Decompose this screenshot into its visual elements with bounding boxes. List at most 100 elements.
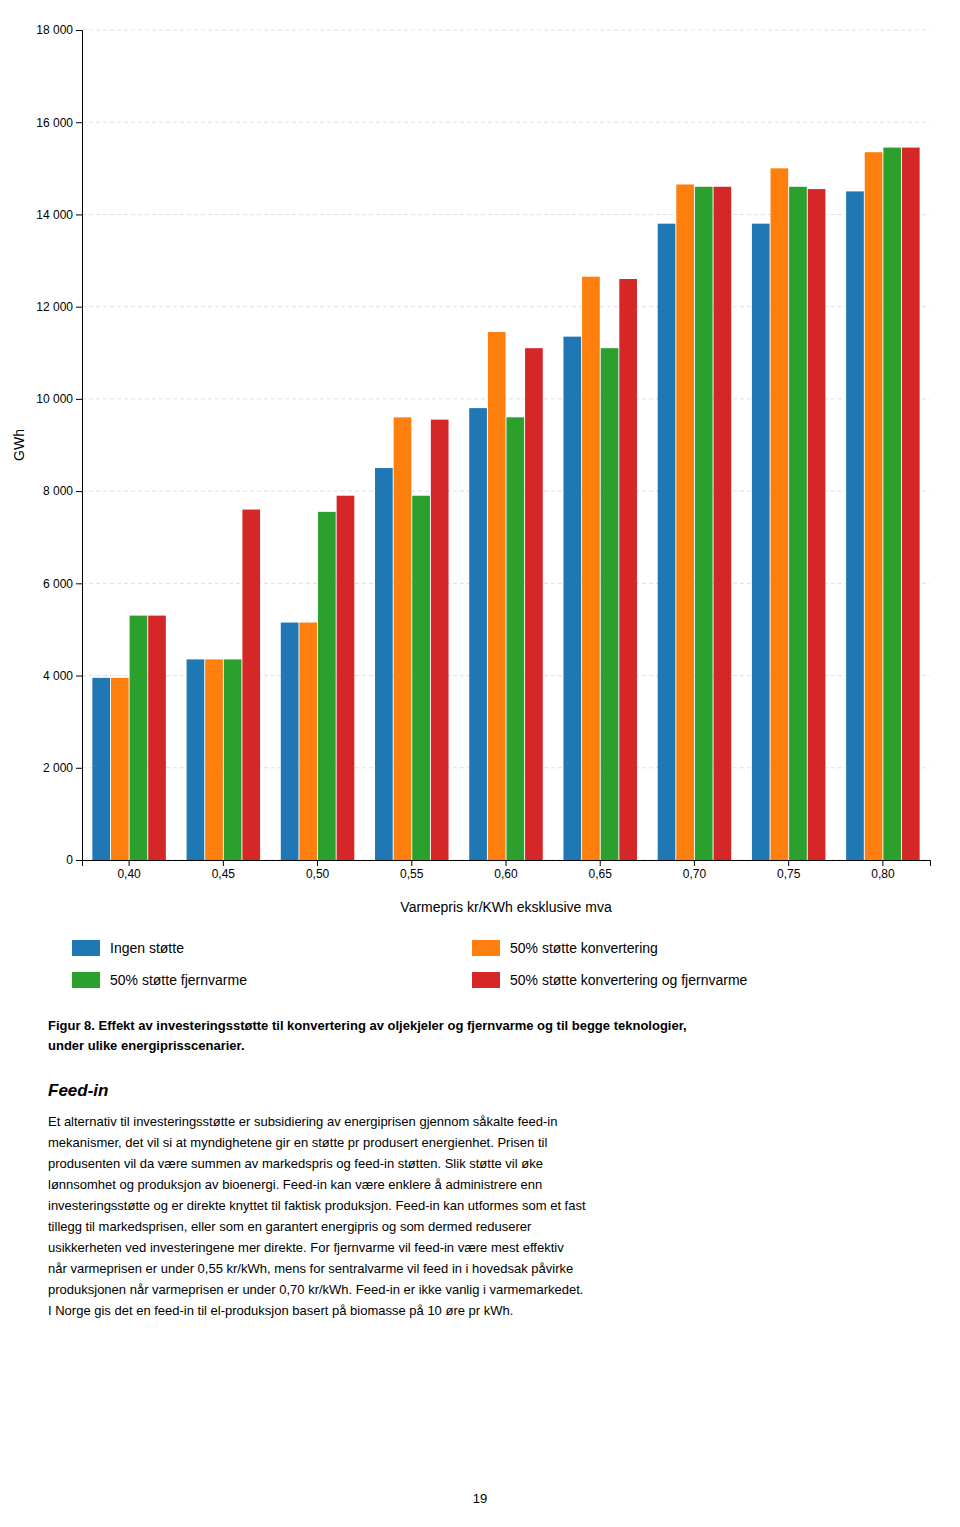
tick: 8 000: [43, 484, 82, 498]
legend-swatch: [472, 972, 500, 988]
tick: 18 000: [36, 23, 82, 37]
caption: Figur 8. Effekt av investeringsstøtte ti…: [48, 1018, 687, 1033]
y-axis: 02 0004 0006 0008 00010 00012 00014 0001…: [36, 23, 82, 867]
body-text: usikkerheten ved investeringene mer dire…: [48, 1240, 564, 1255]
legend-label: 50% støtte konvertering og fjernvarme: [510, 972, 748, 988]
legend-swatch: [72, 972, 100, 988]
bar: [771, 168, 789, 860]
bar-series: [111, 152, 882, 860]
bar: [506, 417, 524, 860]
bar: [846, 191, 864, 860]
bar: [431, 420, 449, 860]
bar: [224, 659, 242, 860]
legend-swatch: [72, 940, 100, 956]
bars: [92, 148, 919, 860]
bar: [658, 224, 676, 860]
bar: [714, 187, 732, 860]
tick: 0,65: [589, 860, 613, 881]
body-text: I Norge gis det en feed-in til el-produk…: [48, 1303, 513, 1318]
tick: 6 000: [43, 577, 82, 591]
tick: 0,55: [400, 860, 424, 881]
bar: [394, 417, 412, 860]
tick-mark: [76, 860, 82, 861]
tick: 0,75: [777, 860, 801, 881]
tick-label: 0,70: [683, 867, 707, 881]
section-heading: Feed-in: [48, 1081, 108, 1100]
tick-mark: [317, 860, 318, 866]
tick-label: 2 000: [43, 761, 73, 775]
tick-mark: [76, 122, 82, 123]
tick-mark: [76, 583, 82, 584]
tick-label: 0,40: [117, 867, 141, 881]
axis-line: [83, 861, 931, 867]
bar: [318, 512, 336, 860]
tick-label: 12 000: [36, 300, 73, 314]
tick-mark: [76, 214, 82, 215]
tick-mark: [76, 399, 82, 400]
tick-label: 14 000: [36, 208, 73, 222]
bar: [601, 348, 619, 860]
bar: [299, 623, 317, 860]
tick-label: 0,45: [212, 867, 236, 881]
body-text: produksjonen når varmeprisen er under 0,…: [48, 1282, 583, 1297]
bar: [148, 616, 166, 860]
tick-mark: [76, 676, 82, 677]
bar: [883, 148, 901, 860]
body-text: mekanismer, det vil si at myndighetene g…: [48, 1135, 547, 1150]
legend-label: 50% støtte fjernvarme: [110, 972, 247, 988]
tick-mark: [76, 768, 82, 769]
tick-label: 4 000: [43, 669, 73, 683]
tick-mark: [882, 860, 883, 866]
tick: 14 000: [36, 208, 82, 222]
axis-line: [76, 31, 83, 861]
tick-mark: [788, 860, 789, 866]
tick-mark: [129, 860, 130, 866]
grid-line: [82, 122, 930, 123]
tick: 12 000: [36, 300, 82, 314]
legend-item: 50% støtte fjernvarme: [72, 972, 247, 988]
grid-line: [82, 30, 930, 31]
bar: [525, 348, 543, 860]
legend: Ingen støtte 50% støtte konvertering 50% s…: [72, 940, 748, 988]
tick-label: 0,55: [400, 867, 424, 881]
page: 02 0004 0006 0008 00010 00012 00014 0001…: [0, 0, 960, 1527]
bar: [789, 187, 807, 860]
body-text: investeringsstøtte og er direkte knyttet…: [48, 1198, 586, 1213]
bar: [375, 468, 393, 860]
bar: [752, 224, 770, 860]
caption: under ulike energiprisscenarier.: [48, 1038, 245, 1053]
y-axis-title: GWh: [11, 429, 27, 461]
bar: [563, 337, 581, 860]
legend-item: 50% støtte konvertering og fjernvarme: [472, 972, 748, 988]
tick-label: 8 000: [43, 484, 73, 498]
tick: 16 000: [36, 116, 82, 130]
tick-mark: [506, 860, 507, 866]
bar: [582, 277, 600, 860]
tick-mark: [76, 491, 82, 492]
tick-label: 0,60: [494, 867, 518, 881]
legend-swatch: [472, 940, 500, 956]
legend-item: 50% støtte konvertering: [472, 940, 658, 956]
bar-series: [92, 191, 863, 860]
plot: 02 0004 0006 0008 00010 00012 00014 0001…: [36, 23, 930, 880]
bar: [281, 623, 299, 860]
tick-mark: [600, 860, 601, 866]
legend-label: 50% støtte konvertering: [510, 940, 658, 956]
tick-mark: [411, 860, 412, 866]
bar: [187, 659, 205, 860]
bar: [412, 496, 430, 860]
tick: 2 000: [43, 761, 82, 775]
tick-label: 0,50: [306, 867, 330, 881]
bar: [130, 616, 148, 860]
tick: 0,50: [306, 860, 330, 881]
tick-label: 0,65: [589, 867, 613, 881]
tick-label: 16 000: [36, 116, 73, 130]
body-text: produsenten vil da være summen av marked…: [48, 1156, 543, 1171]
grid: [82, 30, 930, 860]
bar: [111, 678, 129, 860]
legend-label: Ingen støtte: [110, 940, 184, 956]
body-text: lønnsomhet og produksjon av bioenergi. F…: [48, 1177, 542, 1192]
bar: [695, 187, 713, 860]
bar: [337, 496, 355, 860]
tick-label: 0: [66, 853, 73, 867]
